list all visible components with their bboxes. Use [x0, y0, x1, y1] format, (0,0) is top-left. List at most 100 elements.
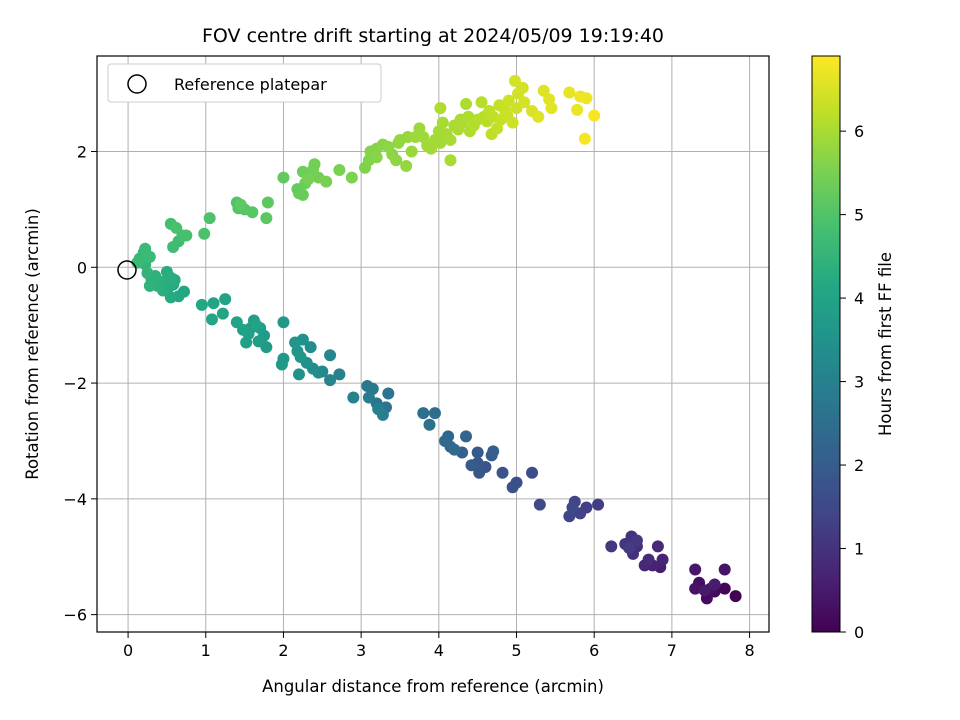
data-point — [164, 271, 177, 284]
data-point — [347, 391, 360, 404]
data-point — [506, 481, 519, 494]
x-axis-ticks: 0 1 2 3 4 5 6 7 8 — [123, 632, 755, 660]
data-point — [345, 171, 358, 184]
data-point — [578, 132, 591, 145]
data-point — [428, 407, 441, 420]
data-point — [689, 563, 702, 576]
data-point — [260, 212, 273, 225]
data-point — [139, 242, 152, 255]
x-tick-label: 7 — [667, 641, 677, 660]
data-point — [532, 110, 545, 123]
data-point — [250, 319, 263, 332]
data-point — [571, 103, 584, 116]
data-point — [372, 403, 385, 416]
plot-frame — [96, 55, 770, 633]
data-point — [698, 584, 711, 597]
data-point — [592, 498, 605, 511]
data-point — [588, 109, 601, 122]
data-point — [292, 368, 305, 381]
data-point — [296, 188, 309, 201]
data-point — [496, 466, 509, 479]
data-points — [131, 74, 742, 605]
x-tick-label: 4 — [434, 641, 444, 660]
y-tick-label: −2 — [63, 374, 87, 393]
data-point — [708, 578, 721, 591]
data-point — [471, 446, 484, 459]
y-tick-label: −4 — [63, 490, 87, 509]
y-tick-label: 2 — [77, 143, 87, 162]
data-point — [729, 590, 742, 603]
data-point — [289, 336, 302, 349]
data-point — [718, 582, 731, 595]
data-point — [234, 198, 247, 211]
x-tick-label: 0 — [123, 641, 133, 660]
x-axis-label: Angular distance from reference (arcmin) — [262, 677, 604, 696]
colorbar-tick-label: 6 — [854, 122, 864, 141]
data-point — [623, 542, 636, 555]
data-point — [275, 358, 288, 371]
data-point — [294, 351, 307, 364]
data-point — [439, 434, 452, 447]
data-point — [382, 387, 395, 400]
data-point — [216, 307, 229, 320]
data-point — [537, 84, 550, 97]
data-point — [219, 293, 232, 306]
y-tick-label: 0 — [77, 258, 87, 277]
legend: Reference platepar — [107, 63, 382, 103]
data-point — [324, 349, 337, 362]
data-point — [487, 445, 500, 458]
data-point — [417, 407, 430, 420]
colorbar-tick-label: 2 — [854, 456, 864, 475]
x-tick-label: 5 — [511, 641, 521, 660]
data-point — [563, 86, 576, 99]
data-point — [405, 145, 418, 158]
data-point — [545, 102, 558, 115]
colorbar-tick-label: 5 — [854, 206, 864, 225]
data-point — [308, 158, 321, 171]
y-tick-label: −6 — [63, 606, 87, 625]
data-point — [252, 335, 265, 348]
legend-marker-icon — [127, 74, 147, 94]
data-point — [502, 94, 515, 107]
data-point — [434, 102, 447, 115]
data-point — [240, 336, 253, 349]
x-tick-label: 6 — [589, 641, 599, 660]
data-point — [324, 374, 337, 387]
data-point — [630, 534, 643, 547]
data-point — [164, 291, 177, 304]
data-point — [475, 96, 488, 109]
data-point — [361, 379, 374, 392]
data-point — [444, 154, 457, 167]
legend-box — [107, 63, 382, 103]
data-point — [390, 154, 403, 167]
data-point — [526, 466, 539, 479]
data-point — [566, 501, 579, 514]
data-point — [689, 582, 702, 595]
data-point — [333, 164, 346, 177]
data-point — [460, 98, 473, 111]
colorbar-tick-label: 4 — [854, 289, 864, 308]
data-point — [207, 297, 220, 310]
data-point — [508, 74, 521, 87]
colorbar-tick-label: 3 — [854, 373, 864, 392]
data-point — [205, 313, 218, 326]
colorbar-gradient — [811, 55, 841, 633]
data-point — [246, 206, 259, 219]
data-point — [277, 171, 290, 184]
data-point — [198, 227, 211, 240]
data-point — [302, 173, 315, 186]
y-axis-ticks: −6 −4 −2 0 2 — [63, 143, 97, 625]
data-point — [261, 196, 274, 209]
data-point — [460, 430, 473, 443]
data-point — [444, 133, 457, 146]
data-point — [423, 418, 436, 431]
data-point — [362, 391, 375, 404]
data-point — [333, 368, 346, 381]
colorbar-ticks: 0 1 2 3 4 5 6 — [840, 122, 864, 642]
colorbar-label: Hours from first FF file — [876, 252, 895, 436]
data-point — [533, 498, 546, 511]
data-point — [516, 81, 529, 94]
data-point — [436, 116, 449, 129]
data-point — [473, 466, 486, 479]
